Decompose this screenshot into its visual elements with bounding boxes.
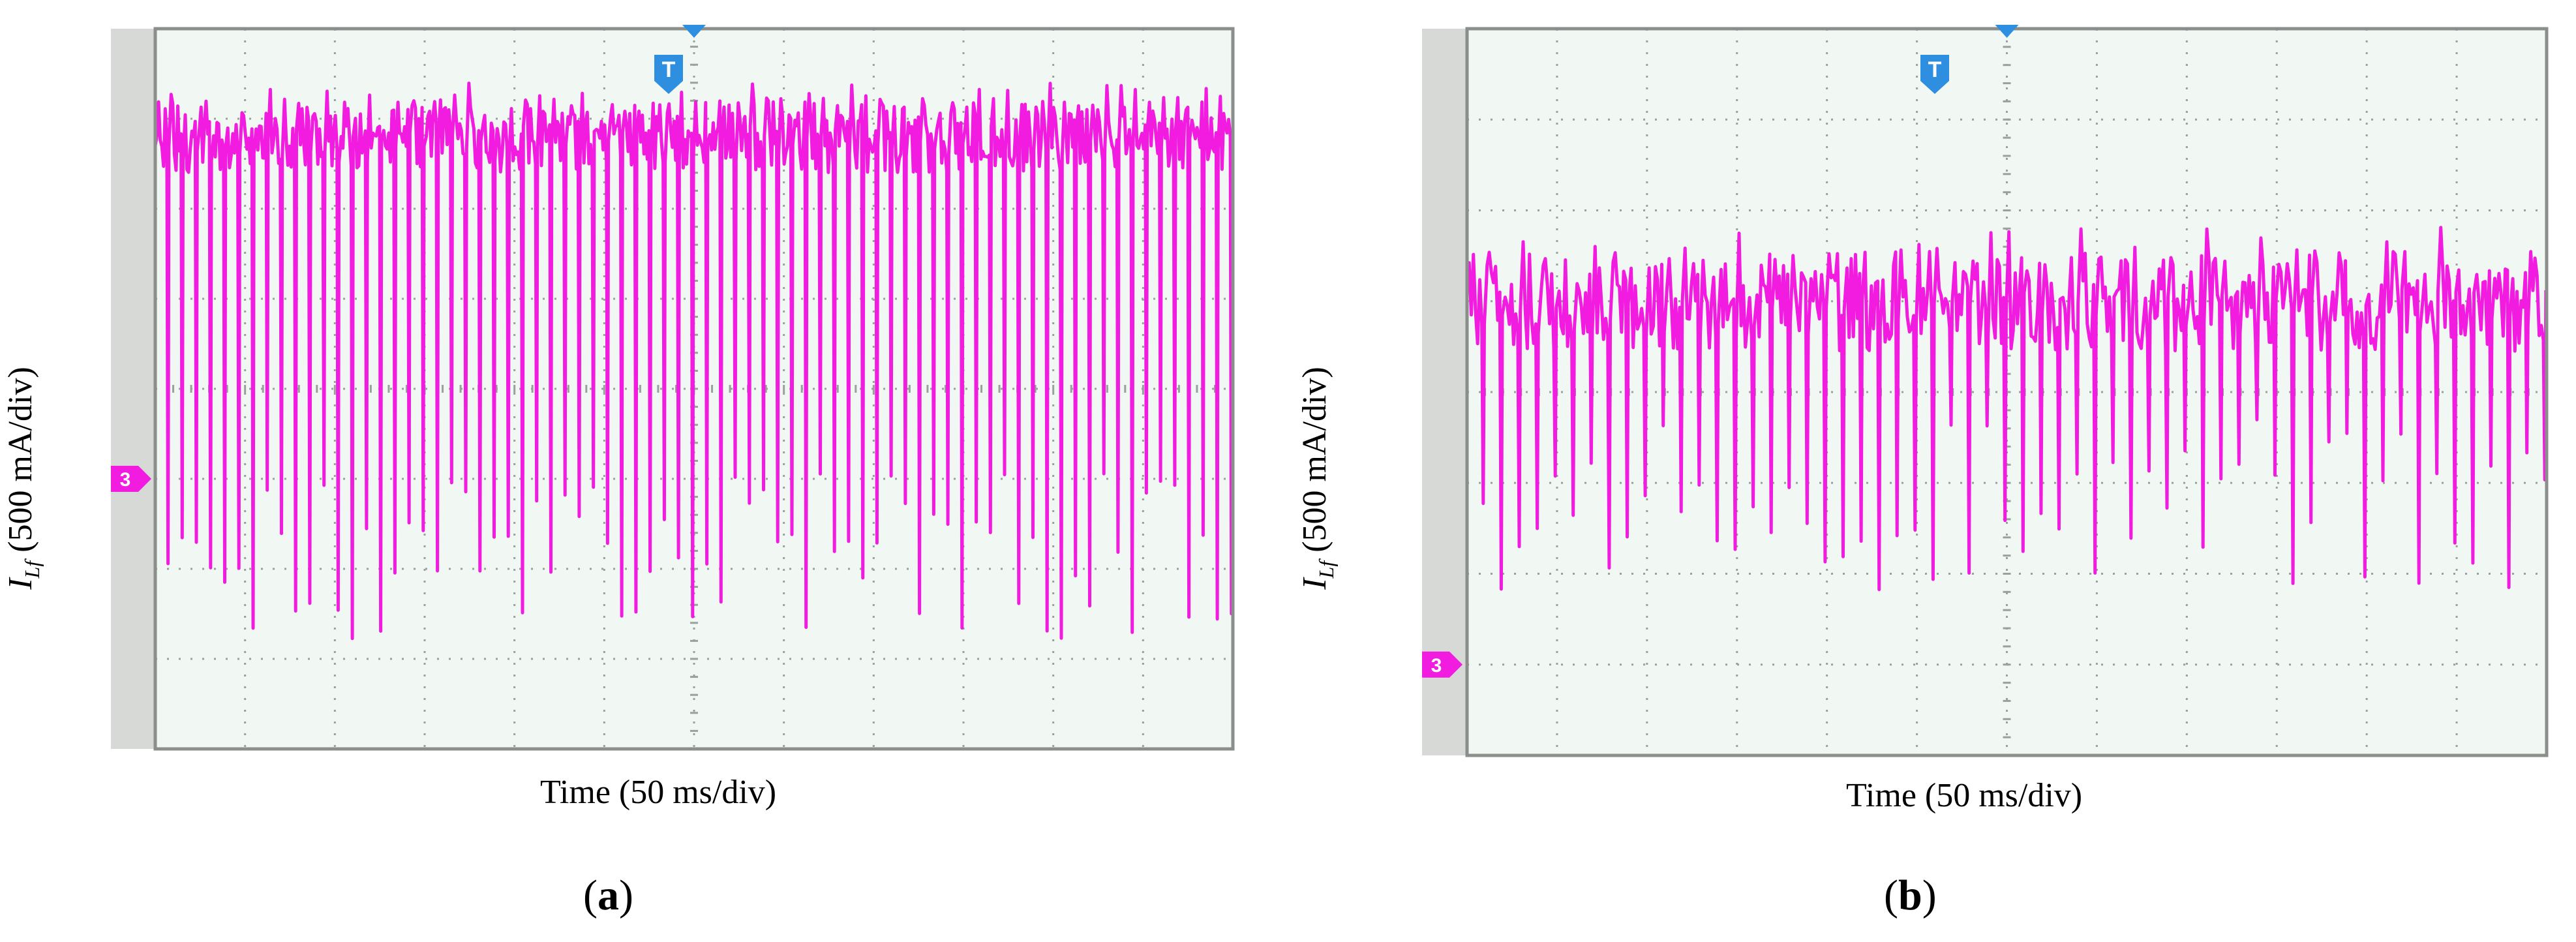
trigger-position-arrow <box>682 25 706 38</box>
y-axis-subscript: Lf <box>20 560 44 579</box>
trigger-marker-label: T <box>662 57 676 82</box>
y-axis-label-b: ILf (500 mA/div) <box>1296 302 1339 654</box>
trigger-marker-label: T <box>1928 57 1942 82</box>
side-strip <box>111 29 155 749</box>
x-axis-label-a: Time (50 ms/div) <box>540 774 777 811</box>
y-axis-label-a: ILf (500 mA/div) <box>1 302 44 654</box>
y-axis-symbol: I <box>1296 578 1333 590</box>
channel-marker-label: 3 <box>120 469 131 491</box>
y-axis-subscript: Lf <box>1314 560 1338 579</box>
panel-label-b: (b) <box>1884 872 1937 919</box>
channel-marker-label: 3 <box>1431 655 1442 676</box>
panel-label-a: (a) <box>583 872 633 919</box>
trigger-marker-shape <box>654 55 683 94</box>
y-axis-unit: (500 mA/div) <box>1296 367 1333 553</box>
waveform-trace <box>153 82 1234 641</box>
trigger-marker: T <box>1920 55 1949 94</box>
waveform-trace <box>1465 226 2548 592</box>
grid <box>155 29 1233 749</box>
x-axis-label-b: Time (50 ms/div) <box>1846 777 2083 814</box>
oscilloscope-screen-b: T3 <box>1422 25 2549 757</box>
channel-marker-shape <box>1422 651 1462 678</box>
y-axis-symbol: I <box>2 578 39 590</box>
trigger-marker-shape <box>1920 55 1949 94</box>
side-strip <box>1422 29 1467 755</box>
channel-ground-marker: 3 <box>111 466 151 492</box>
y-axis-unit: (500 mA/div) <box>2 367 39 553</box>
oscilloscope-screen-a: T3 <box>111 25 1235 751</box>
trigger-marker: T <box>654 55 683 94</box>
trigger-position-arrow <box>1995 25 2019 38</box>
channel-ground-marker: 3 <box>1422 651 1462 678</box>
channel-marker-shape <box>111 466 151 492</box>
